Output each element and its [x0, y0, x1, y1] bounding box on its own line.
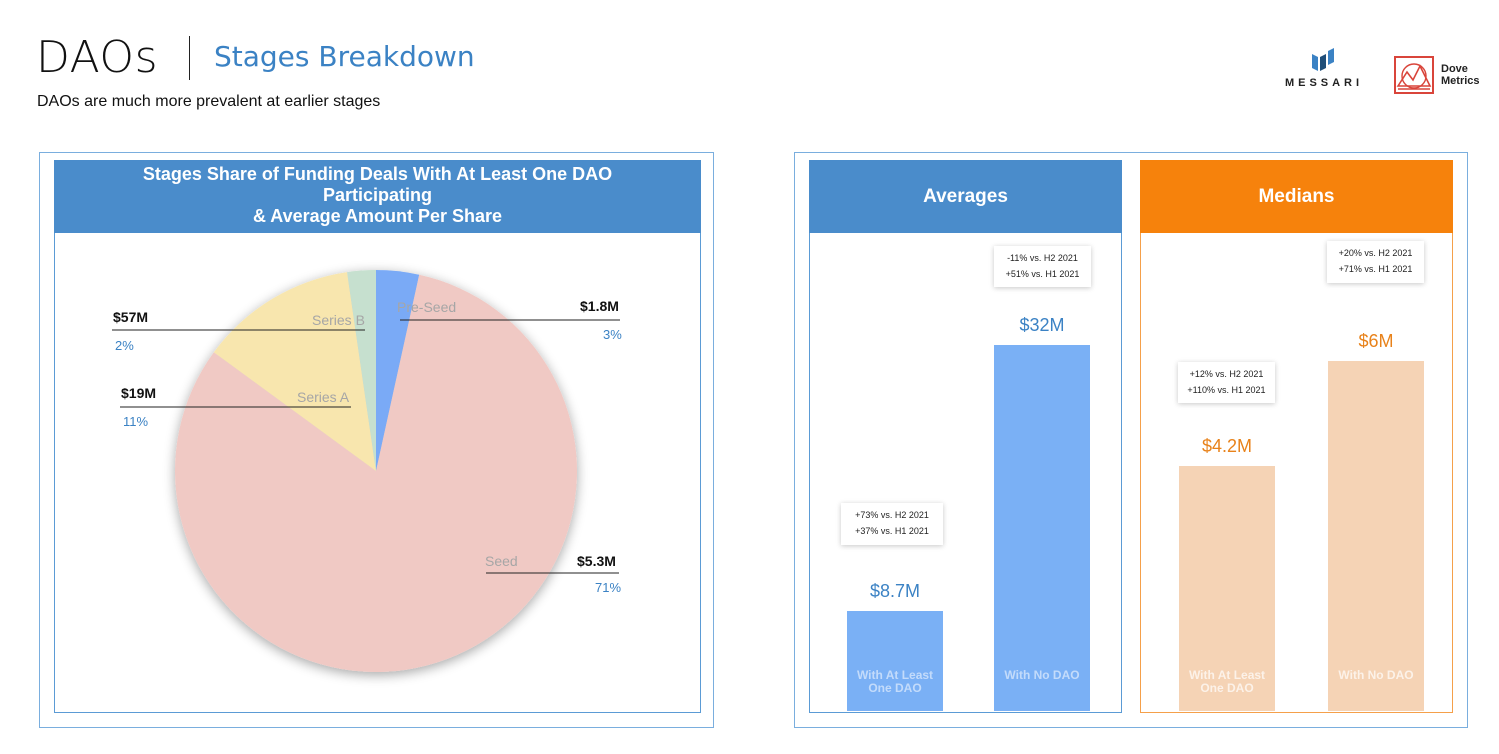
slice-label-series-b: Series B [312, 312, 365, 328]
bar-averages-with-dao [847, 611, 943, 711]
pie-chart-title: Stages Share of Funding Deals With At Le… [54, 160, 701, 233]
value-label-medians-with-dao: $4.2M [1201, 436, 1253, 456]
amount-label-pre-seed: $1.8M [580, 298, 619, 314]
averages-medians-panel: Averages Medians $8.7M $32M $4.2M $6M Wi… [794, 152, 1468, 728]
messari-wordmark: MESSARI [1284, 77, 1364, 89]
bar-medians-with-dao [1179, 466, 1275, 711]
amount-label-series-b: $57M [113, 309, 149, 325]
change-note-medians-with-dao: +12% vs. H2 2021 +110% vs. H1 2021 [1178, 362, 1275, 403]
share-label-series-b: 2% [115, 338, 134, 353]
pie-slice-seed [175, 274, 577, 672]
section-title: Stages Breakdown [214, 40, 475, 73]
messari-mark-icon [1312, 48, 1334, 71]
pie-slice-series-a [213, 272, 376, 471]
category-label-averages-with-dao: With At Least One DAO [856, 668, 934, 695]
messari-logo: MESSARI [1278, 46, 1370, 94]
page-title: DAOs [36, 32, 158, 83]
value-label-averages-with-dao: $8.7M [869, 581, 921, 602]
share-label-seed: 71% [595, 580, 622, 595]
bar-medians-no-dao [1328, 361, 1424, 711]
category-label-medians-no-dao: With No DAO [1338, 668, 1414, 682]
slice-label-series-a: Series A [297, 389, 350, 405]
share-label-pre-seed: 3% [603, 327, 622, 342]
page-subtitle: DAOs are much more prevalent at earlier … [37, 93, 381, 110]
change-note-averages-no-dao: -11% vs. H2 2021 +51% vs. H1 2021 [994, 246, 1091, 287]
category-label-averages-no-dao: With No DAO [1004, 668, 1080, 682]
amount-label-seed: $5.3M [577, 553, 616, 569]
value-label-averages-no-dao: $32M [1019, 315, 1065, 335]
pie-slice-series-b [347, 270, 376, 471]
averages-header: Averages [809, 160, 1122, 233]
stages-pie-chart [112, 270, 620, 672]
category-label-medians-with-dao: With At Least One DAO [1188, 668, 1266, 695]
change-note-medians-no-dao: +20% vs. H2 2021 +71% vs. H1 2021 [1327, 241, 1424, 283]
bar-averages-no-dao [994, 345, 1090, 711]
share-label-series-a: 11% [123, 414, 149, 429]
stages-share-panel: Stages Share of Funding Deals With At Le… [39, 152, 714, 728]
dove-metrics-mark-icon [1394, 56, 1434, 94]
medians-header: Medians [1140, 160, 1453, 233]
dove-metrics-logo: Dove Metrics [1394, 56, 1494, 96]
title-divider [189, 36, 190, 80]
amount-label-series-a: $19M [121, 385, 157, 401]
change-note-averages-with-dao: +73% vs. H2 2021 +37% vs. H1 2021 [841, 503, 943, 545]
dove-metrics-wordmark: Dove Metrics [1441, 63, 1480, 87]
slice-label-pre-seed: Pre-Seed [397, 299, 457, 315]
slice-label-seed: Seed [485, 553, 518, 569]
value-label-medians-no-dao: $6M [1358, 331, 1394, 351]
